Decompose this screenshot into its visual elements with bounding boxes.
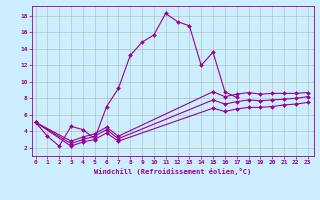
X-axis label: Windchill (Refroidissement éolien,°C): Windchill (Refroidissement éolien,°C) [94,168,252,175]
